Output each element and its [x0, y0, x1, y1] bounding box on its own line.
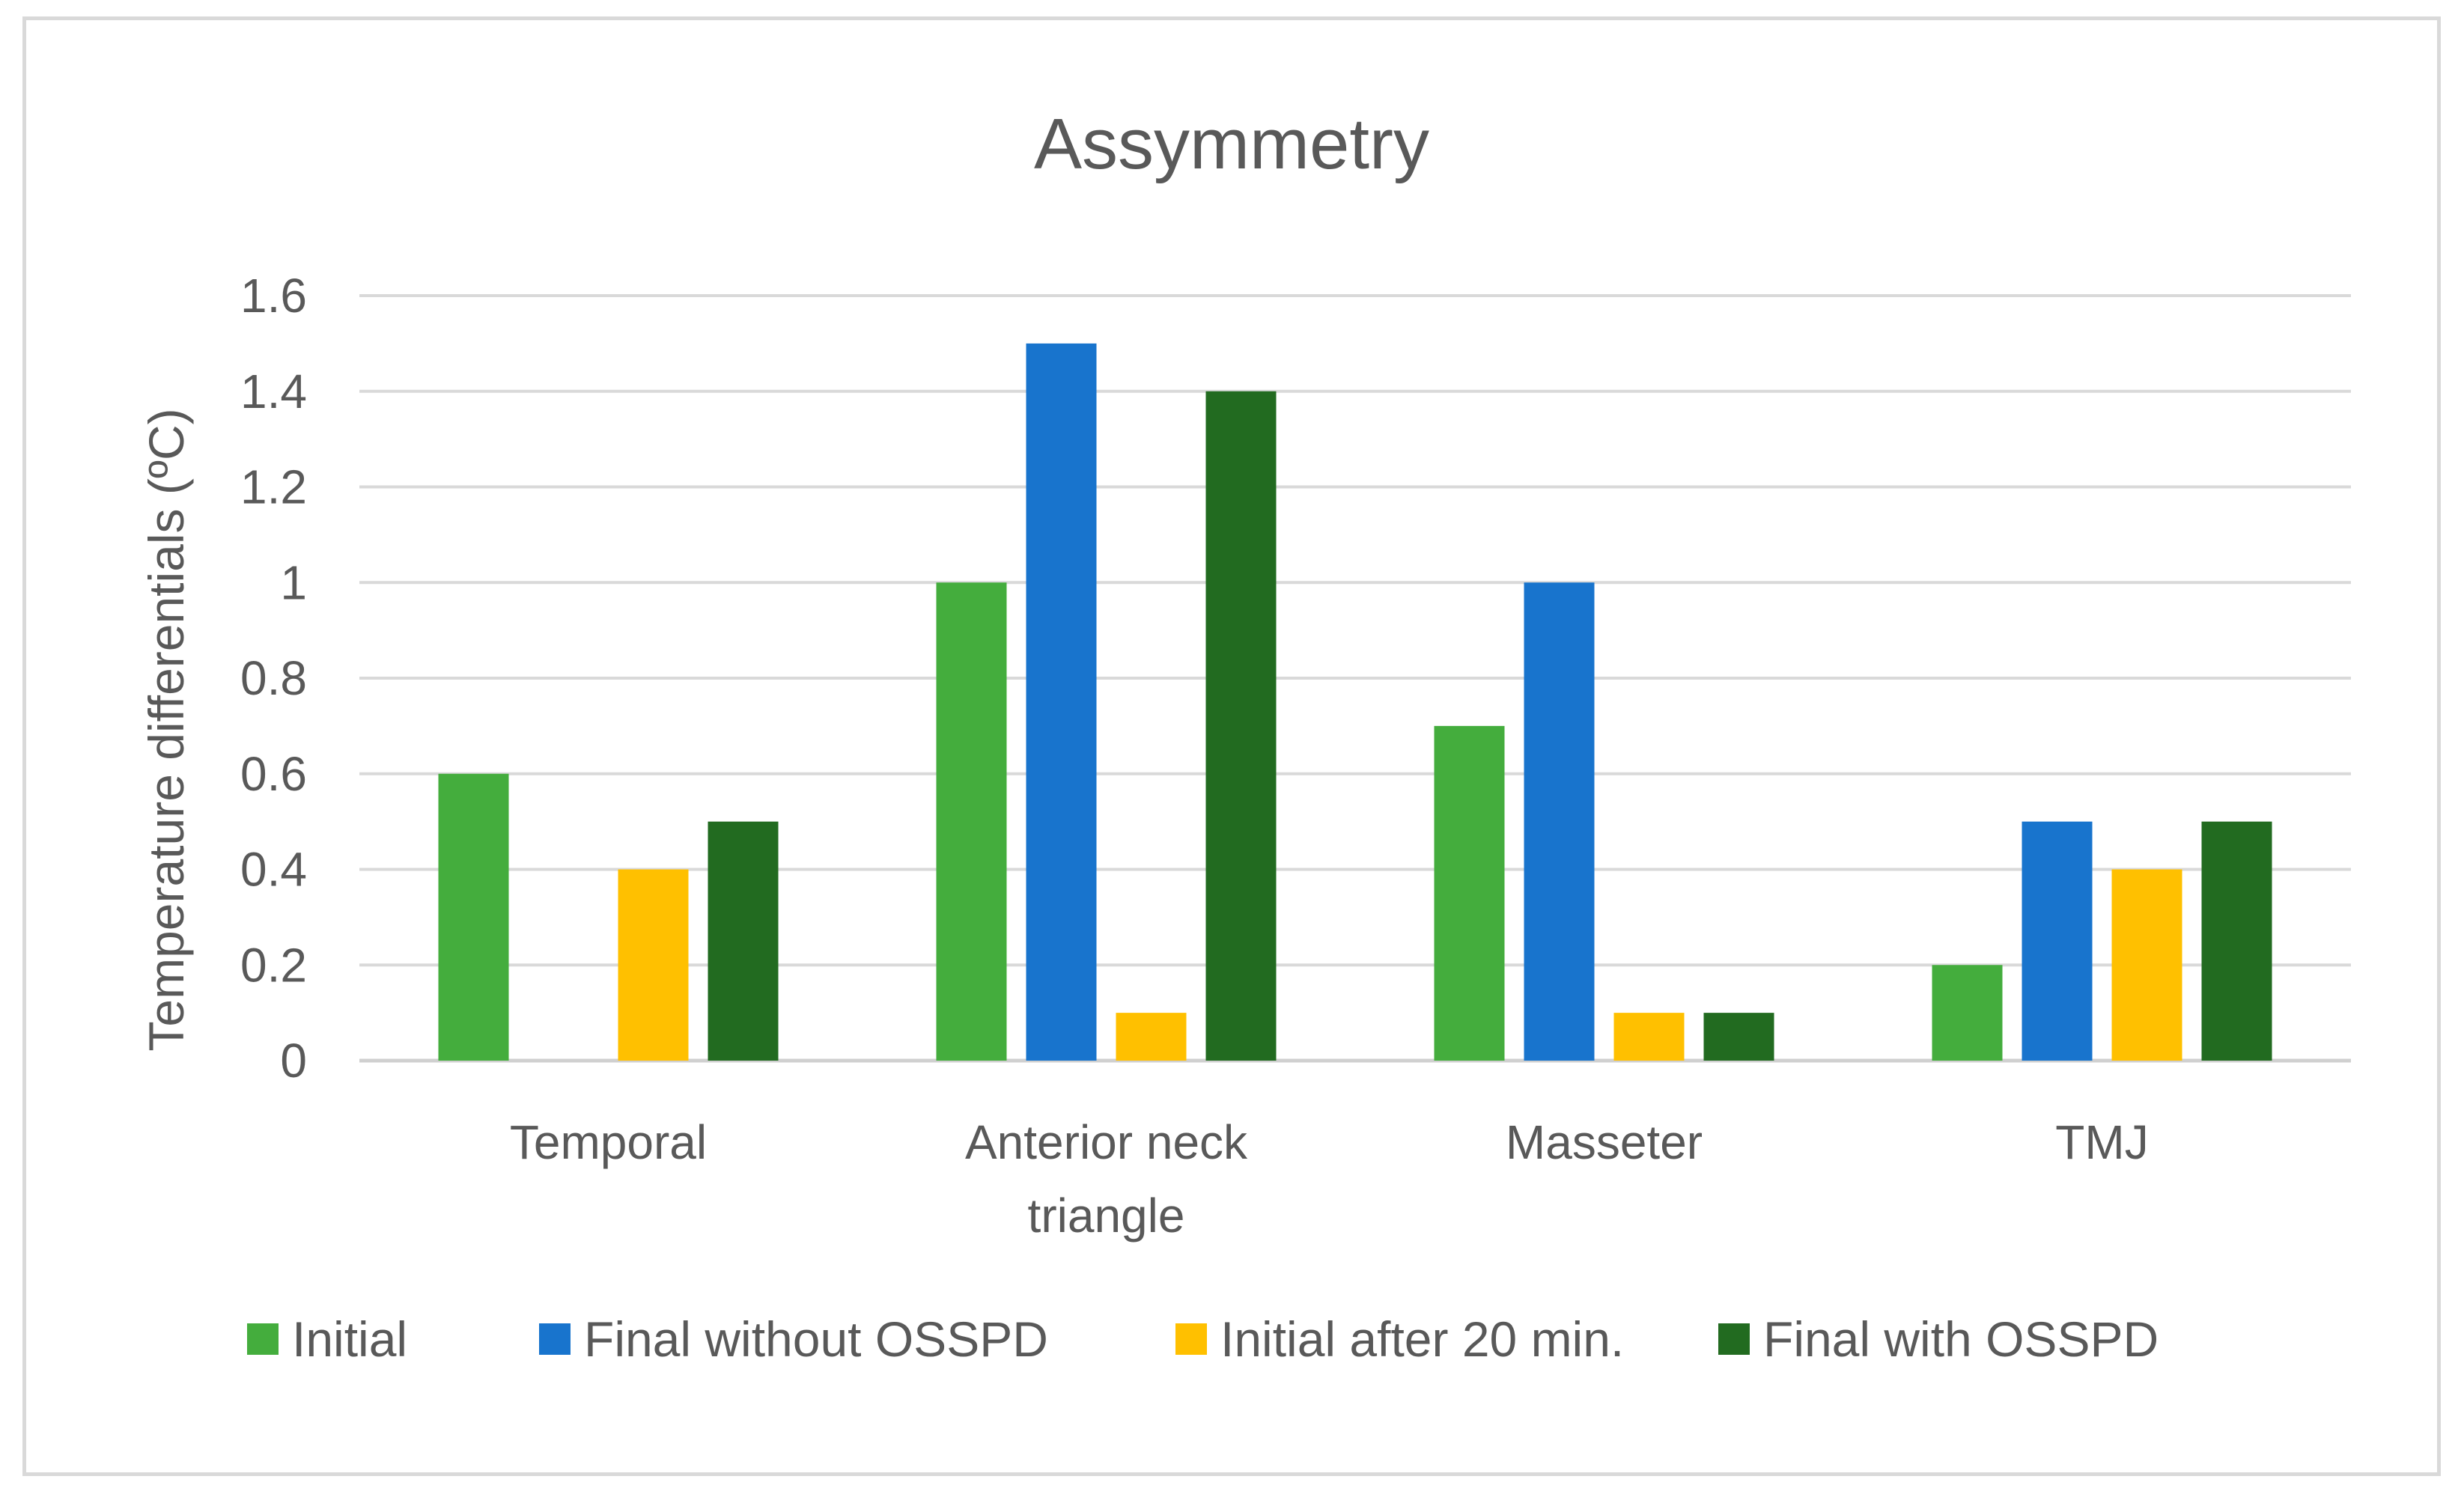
- y-axis-label: Temperature differentials (ºC): [139, 408, 194, 1051]
- y-tick-label: 0.6: [240, 747, 307, 801]
- legend-label: Initial after 20 min.: [1220, 1311, 1624, 1367]
- bar-final-without-osspd-3: [2022, 821, 2093, 1061]
- legend-swatch: [1718, 1323, 1750, 1355]
- bar-final-without-osspd-2: [1524, 582, 1595, 1061]
- bar-initial-after-20-min-2: [1613, 1013, 1685, 1061]
- legend-swatch: [1175, 1323, 1207, 1355]
- bar-initial-after-20-min-1: [1116, 1013, 1187, 1061]
- y-tick-label: 0.2: [240, 938, 307, 992]
- bar-initial-after-20-min-0: [618, 869, 689, 1061]
- x-tick-label: Anterior neck: [965, 1115, 1248, 1169]
- legend-label: Final without OSSPD: [584, 1311, 1048, 1367]
- bar-final-with-osspd-3: [2201, 821, 2272, 1061]
- bar-final-without-osspd-1: [1026, 343, 1097, 1061]
- legend-swatch: [539, 1323, 571, 1355]
- bar-final-with-osspd-1: [1205, 391, 1277, 1061]
- y-tick-label: 1: [280, 555, 307, 609]
- x-tick-label: triangle: [1028, 1189, 1185, 1243]
- bar-initial-1: [936, 582, 1007, 1061]
- bar-initial-2: [1434, 725, 1505, 1061]
- y-tick-label: 1.6: [240, 269, 307, 323]
- x-tick-label: TMJ: [2055, 1115, 2148, 1169]
- chart-title: Assymmetry: [1034, 104, 1429, 184]
- y-tick-label: 0.8: [240, 651, 307, 705]
- bar-initial-after-20-min-3: [2111, 869, 2182, 1061]
- y-tick-label: 0.4: [240, 843, 307, 897]
- legend-label: Initial: [292, 1311, 407, 1367]
- legend-swatch: [247, 1323, 279, 1355]
- x-tick-label: Temporal: [510, 1115, 707, 1169]
- bar-final-with-osspd-2: [1703, 1013, 1774, 1061]
- y-tick-label: 0: [280, 1034, 307, 1088]
- x-tick-label: Masseter: [1506, 1115, 1703, 1169]
- bar-initial-0: [438, 773, 509, 1061]
- bar-final-with-osspd-0: [708, 821, 779, 1061]
- y-tick-label: 1.2: [240, 460, 307, 514]
- bar-initial-3: [1932, 965, 2003, 1061]
- legend-label: Final with OSSPD: [1763, 1311, 2159, 1367]
- y-tick-label: 1.4: [240, 365, 307, 418]
